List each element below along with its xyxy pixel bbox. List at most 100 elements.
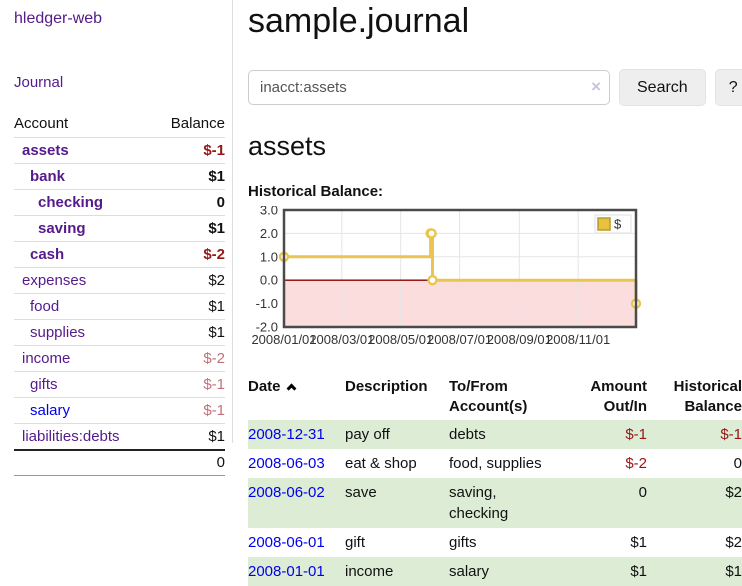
register-header-date[interactable]: Date — [248, 374, 345, 420]
account-balance: $-2 — [153, 345, 225, 372]
transaction-date-link[interactable]: 2008-06-01 — [248, 534, 325, 551]
search-form: × Search ? — [248, 69, 742, 106]
account-link[interactable]: food — [30, 298, 60, 315]
main-content: sample.journal × Search ? assets Histori… — [233, 0, 742, 586]
clear-search-icon[interactable]: × — [591, 77, 601, 96]
account-balance: $1 — [153, 215, 225, 242]
transaction-accounts: salary — [449, 563, 490, 580]
search-button[interactable]: Search — [619, 69, 706, 106]
transaction-balance: 0 — [733, 455, 742, 472]
account-link[interactable]: expenses — [22, 272, 87, 289]
transaction-description: income — [345, 563, 394, 580]
brand-link[interactable]: hledger-web — [14, 10, 103, 27]
transaction-balance: $2 — [725, 534, 742, 551]
transaction-amount: $1 — [630, 563, 647, 580]
sidebar: hledger-web Journal Account Balance asse… — [0, 0, 233, 476]
register-header-balance: Historical Balance — [673, 378, 742, 415]
account-row: gifts $-1 — [14, 371, 225, 398]
page-title: sample.journal — [248, 2, 470, 40]
transaction-date-link[interactable]: 2008-01-01 — [248, 563, 325, 580]
chart-canvas: 3.0 2.0 1.0 0.0 -1.0 -2.02008/01/012008/03/01… — [251, 206, 642, 347]
account-balance: $-1 — [153, 137, 225, 164]
account-balance: $1 — [153, 163, 225, 190]
account-balance: $1 — [153, 423, 225, 450]
historical-balance-chart: 3.0 2.0 1.0 0.0 -1.0 -2.0 2008/01/01 2008/03/01… — [248, 206, 742, 358]
account-balance: $1 — [153, 319, 225, 346]
transaction-date-link[interactable]: 2008-06-03 — [248, 455, 325, 472]
svg-text:-2.0: -2.0 — [256, 320, 278, 335]
register-header-accounts: To/From Account(s) — [449, 378, 528, 415]
help-button[interactable]: ? — [714, 69, 742, 106]
account-row: supplies $1 — [14, 319, 225, 346]
account-link[interactable]: gifts — [30, 376, 58, 393]
sort-ascending-icon — [286, 383, 296, 394]
transaction-accounts: debts — [449, 426, 486, 443]
transaction-balance: $2 — [725, 484, 742, 501]
transaction-balance: $1 — [725, 563, 742, 580]
accounts-total-balance: 0 — [153, 449, 225, 476]
svg-text:0.0: 0.0 — [260, 273, 278, 288]
account-balance: $-1 — [153, 371, 225, 398]
account-row: expenses $2 — [14, 267, 225, 294]
chart-title: Historical Balance: — [248, 183, 384, 200]
account-link[interactable]: salary — [30, 402, 71, 419]
account-row: income $-2 — [14, 345, 225, 372]
account-balance: $2 — [153, 267, 225, 294]
svg-text:2008/09/01: 2008/09/01 — [487, 332, 552, 347]
account-balance: $-2 — [153, 241, 225, 268]
account-balance: $-1 — [153, 397, 225, 424]
transaction-balance: $-1 — [720, 426, 742, 443]
svg-text:2.0: 2.0 — [260, 226, 278, 241]
account-row: saving $1 — [14, 215, 225, 242]
account-link[interactable]: supplies — [30, 324, 86, 341]
transaction-date-link[interactable]: 2008-12-31 — [248, 426, 325, 443]
transaction-description: gift — [345, 534, 366, 551]
accounts-total-row: 0 — [14, 449, 225, 476]
svg-text:-1.0: -1.0 — [256, 296, 278, 311]
register-row: 2008-06-01 gift gifts $1 $2 — [248, 528, 742, 557]
register-header-description: Description — [345, 378, 428, 395]
account-link[interactable]: liabilities:debts — [22, 428, 120, 445]
account-link[interactable]: checking — [38, 194, 104, 211]
svg-text:1.0: 1.0 — [260, 249, 278, 264]
register-header-row: Date Description To/From Account(s) Amou… — [248, 374, 742, 420]
account-link[interactable]: income — [22, 350, 71, 367]
account-link[interactable]: bank — [30, 168, 66, 185]
account-row: bank $1 — [14, 163, 225, 190]
transaction-accounts: gifts — [449, 534, 477, 551]
accounts-table: Account Balance assets $-1 bank — [14, 111, 225, 476]
search-input[interactable] — [248, 70, 610, 105]
account-row: liabilities:debts $1 — [14, 423, 225, 450]
register-row: 2008-06-02 save saving, checking 0 $2 — [248, 478, 742, 528]
svg-text:2008/07/01: 2008/07/01 — [427, 332, 492, 347]
transaction-amount: $1 — [630, 534, 647, 551]
transaction-amount: $-2 — [625, 455, 647, 472]
svg-text:3.0: 3.0 — [260, 206, 278, 218]
accounts-header-row: Account Balance — [14, 111, 225, 138]
register-row: 2008-06-03 eat & shop food, supplies $-2… — [248, 449, 742, 478]
account-row: salary $-1 — [14, 397, 225, 424]
transaction-description: save — [345, 484, 377, 501]
account-link[interactable]: assets — [22, 142, 69, 159]
account-heading: assets — [248, 131, 327, 161]
sidebar-item-journal[interactable]: Journal — [14, 74, 64, 91]
transaction-accounts: saving, checking — [449, 484, 509, 522]
account-balance: $1 — [153, 293, 225, 320]
transaction-date-link[interactable]: 2008-06-02 — [248, 484, 325, 501]
register-row: 2008-01-01 income salary $1 $1 — [248, 557, 742, 586]
register-row: 2008-12-31 pay off debts $-1 $-1 — [248, 420, 742, 449]
accounts-header-balance: Balance — [170, 115, 225, 132]
account-link[interactable]: saving — [38, 220, 86, 237]
account-row: food $1 — [14, 293, 225, 320]
account-row: checking 0 — [14, 189, 225, 216]
svg-text:2008/01/01: 2008/01/01 — [251, 332, 316, 347]
account-link[interactable]: cash — [30, 246, 65, 263]
svg-text:$: $ — [614, 217, 622, 232]
svg-text:2008/05/01: 2008/05/01 — [368, 332, 433, 347]
transaction-description: pay off — [345, 426, 390, 443]
transaction-amount: $-1 — [625, 426, 647, 443]
register-table: Date Description To/From Account(s) Amou… — [248, 374, 742, 586]
svg-text:2008/03/01: 2008/03/01 — [309, 332, 374, 347]
account-row: cash $-2 — [14, 241, 225, 268]
